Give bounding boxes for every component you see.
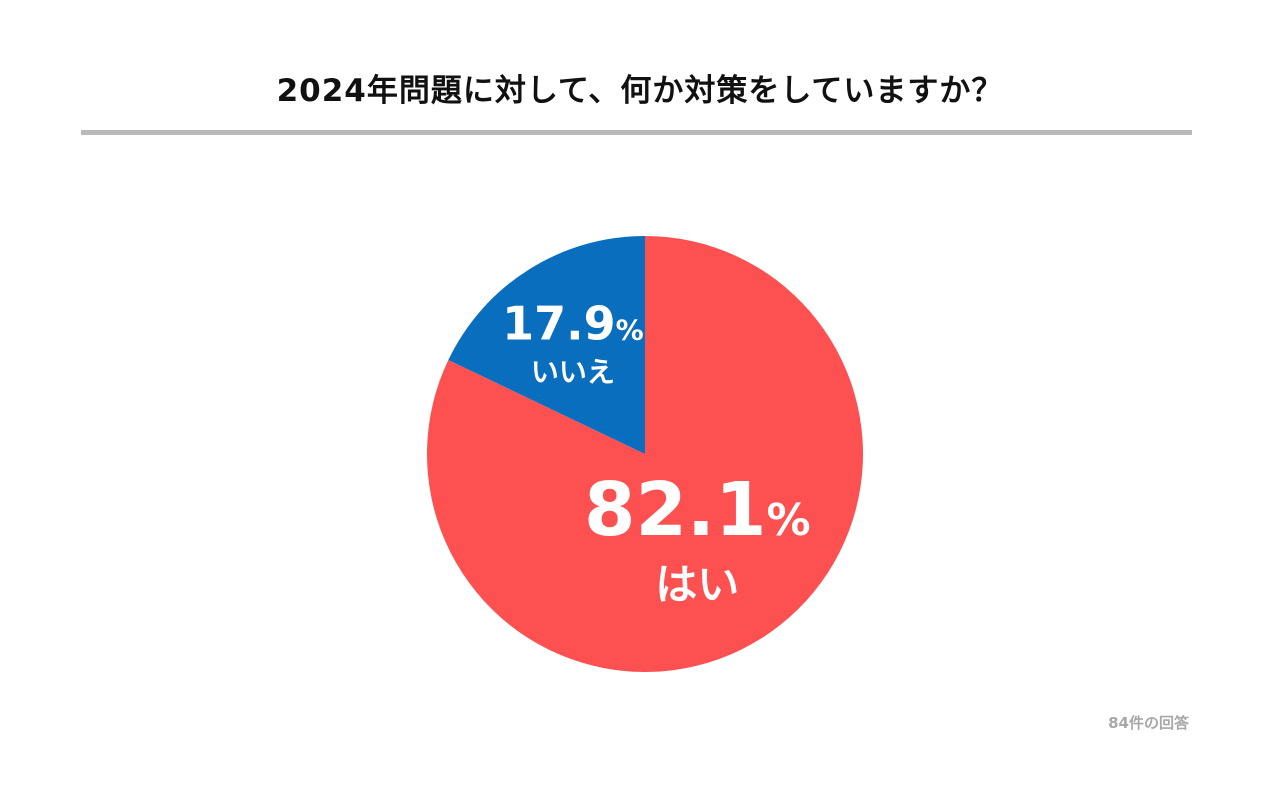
slice-category-label: いいえ [531,356,615,389]
response-count: 84件の回答 [1108,714,1189,732]
pie-slice-no [448,236,645,454]
pie-labels: 82.1% はい 17.9% いいえ [502,297,810,609]
slice-category-label: はい [655,560,739,609]
pie-slice-yes [426,236,863,672]
slice-value-label: 82.1% [584,467,811,553]
title-divider [81,130,1192,135]
slice-value-label: 17.9% [502,297,644,351]
chart-title: 2024年問題に対して、何か対策をしていますか？ [276,73,1004,109]
pie-slices [426,236,863,672]
